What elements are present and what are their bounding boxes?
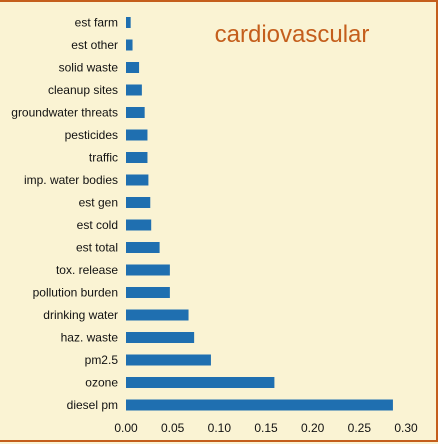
bar-12 <box>126 287 170 298</box>
bar-9 <box>126 219 152 231</box>
category-label-14: haz. waste <box>61 331 119 345</box>
x-tick-label-2: 0.10 <box>208 421 232 435</box>
bar-14 <box>126 332 195 343</box>
x-tick-label-6: 0.30 <box>394 421 418 435</box>
x-tick-label-4: 0.20 <box>301 421 325 435</box>
category-label-17: diesel pm <box>67 398 118 412</box>
x-axis-ticks: 0.00 0.05 0.10 0.15 0.20 0.25 0.30 <box>114 421 418 435</box>
bar-16 <box>126 377 275 388</box>
bar-15 <box>126 354 211 366</box>
bar-1 <box>126 39 133 51</box>
bar-6 <box>126 152 148 163</box>
bar-8 <box>126 197 151 208</box>
category-label-8: est gen <box>79 196 118 210</box>
category-label-3: cleanup sites <box>48 83 118 97</box>
bar-11 <box>126 264 170 276</box>
category-label-9: est cold <box>77 218 118 232</box>
category-label-13: drinking water <box>43 308 118 322</box>
category-label-12: pollution burden <box>33 286 118 300</box>
category-label-15: pm2.5 <box>85 353 119 367</box>
bar-10 <box>126 242 160 253</box>
category-label-16: ozone <box>85 376 118 390</box>
category-label-7: imp. water bodies <box>24 173 118 187</box>
bar-3 <box>126 84 142 96</box>
category-label-4: groundwater threats <box>11 106 118 120</box>
category-label-11: tox. release <box>56 263 118 277</box>
x-tick-label-0: 0.00 <box>114 421 138 435</box>
bar-17 <box>126 399 393 411</box>
category-label-0: est farm <box>75 16 118 30</box>
chart-title: cardiovascular <box>215 21 370 48</box>
bar-5 <box>126 129 148 141</box>
bar-7 <box>126 174 149 186</box>
category-label-5: pesticides <box>65 128 118 142</box>
bar-2 <box>126 62 140 73</box>
bars-group <box>126 17 393 411</box>
category-label-2: solid waste <box>59 61 119 75</box>
category-label-10: est total <box>76 241 118 255</box>
x-tick-label-3: 0.15 <box>254 421 278 435</box>
bar-0 <box>126 17 131 28</box>
category-label-6: traffic <box>89 151 118 165</box>
category-labels: est farm est other solid waste cleanup site… <box>11 16 118 413</box>
category-label-1: est other <box>71 38 118 52</box>
x-tick-label-5: 0.25 <box>348 421 372 435</box>
bar-13 <box>126 309 189 321</box>
bar-4 <box>126 107 145 118</box>
x-tick-label-1: 0.05 <box>161 421 185 435</box>
